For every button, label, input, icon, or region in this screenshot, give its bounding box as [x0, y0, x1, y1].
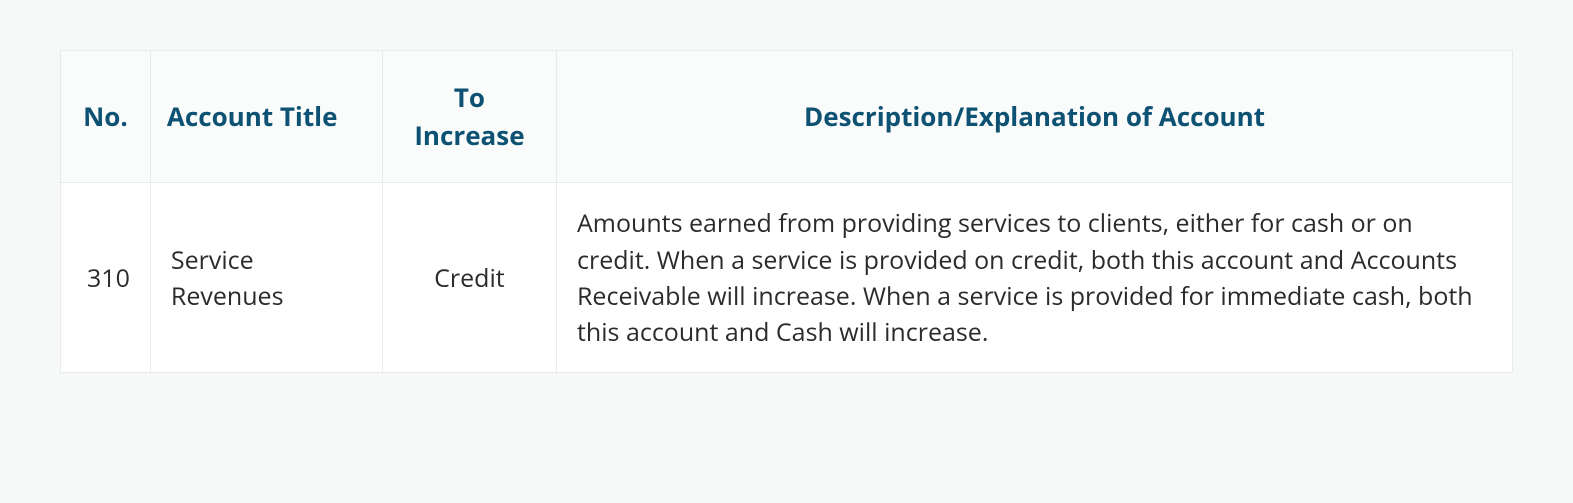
col-header-no: No. — [61, 51, 151, 183]
cell-description: Amounts earned from providing services t… — [557, 183, 1513, 373]
cell-increase: Credit — [382, 183, 556, 373]
cell-title: Service Revenues — [150, 183, 382, 373]
col-header-description: Description/Explanation of Account — [557, 51, 1513, 183]
table-row: 310 Service Revenues Credit Amounts earn… — [61, 183, 1513, 373]
accounts-table: No. Account Title To Increase Descriptio… — [60, 50, 1513, 373]
col-header-title: Account Title — [150, 51, 382, 183]
cell-no: 310 — [61, 183, 151, 373]
table-header-row: No. Account Title To Increase Descriptio… — [61, 51, 1513, 183]
col-header-increase: To Increase — [382, 51, 556, 183]
